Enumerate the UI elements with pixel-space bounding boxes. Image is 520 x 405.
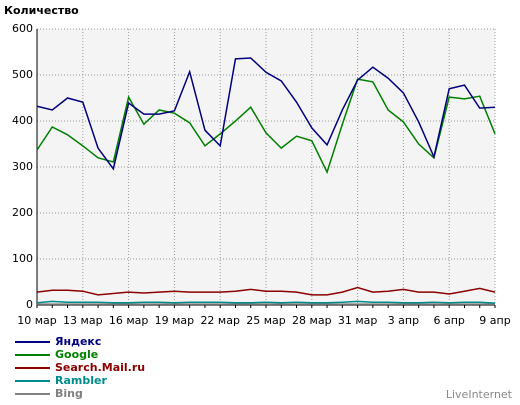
legend-label: Search.Mail.ru	[55, 361, 145, 374]
legend-label: Яндекс	[55, 335, 101, 348]
series-line	[36, 78, 496, 175]
series-line	[36, 286, 496, 296]
x-tick-label: 10 мар	[17, 314, 57, 327]
series-line	[36, 57, 496, 171]
series-line	[36, 300, 496, 304]
legend-label: Google	[55, 348, 98, 361]
x-tick-label: 22 мар	[200, 314, 240, 327]
y-tick-label: 600	[12, 22, 33, 35]
x-tick-label: 25 мар	[246, 314, 286, 327]
y-tick-label: 500	[12, 68, 33, 81]
x-tick-label: 31 мар	[338, 314, 378, 327]
x-tick-label: 16 мар	[109, 314, 149, 327]
y-tick-label: 400	[12, 114, 33, 127]
legend-label: Rambler	[55, 374, 107, 387]
x-tick-label: 19 мар	[155, 314, 195, 327]
x-tick-label: 6 апр	[433, 314, 464, 327]
y-tick-label: 0	[26, 298, 33, 311]
legend-label: Bing	[55, 387, 83, 400]
watermark: LiveInternet	[446, 388, 513, 401]
x-tick-label: 9 апр	[479, 314, 510, 327]
y-tick-label: 200	[12, 206, 33, 219]
x-tick-label: 13 мар	[63, 314, 103, 327]
y-tick-label: 300	[12, 160, 33, 173]
x-tick-label: 28 мар	[292, 314, 332, 327]
y-tick-label: 100	[12, 252, 33, 265]
x-tick-label: 3 апр	[388, 314, 419, 327]
chart-title: Количество	[4, 4, 79, 17]
